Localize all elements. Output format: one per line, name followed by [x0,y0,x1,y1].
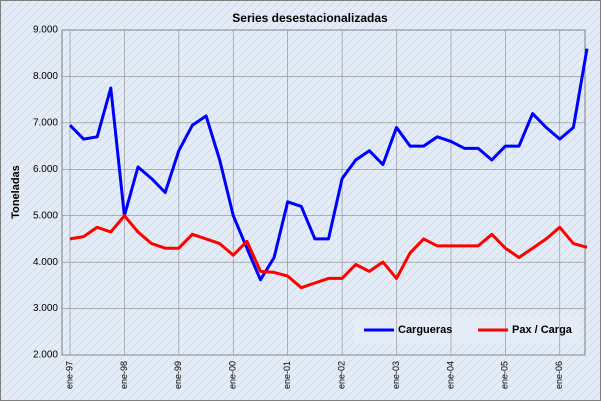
y-tick-label: 5.000 [33,210,58,221]
x-tick-label: ene-03 [391,361,401,389]
x-tick-label: ene-00 [228,361,238,389]
y-tick-label: 8.000 [33,71,58,82]
x-tick-label: ene-99 [173,361,183,389]
y-tick-label: 3.000 [33,303,58,314]
x-tick-label: ene-02 [336,361,346,389]
x-tick-label: ene-04 [445,361,455,389]
series-line [69,214,588,290]
x-tick-label: ene-05 [500,361,510,389]
legend-label: Pax / Carga [512,324,573,336]
y-tick-label: 2.000 [33,350,58,361]
x-tick-label: ene-01 [282,361,292,389]
y-tick-label: 4.000 [33,257,58,268]
series-line [68,48,589,282]
x-tick-label: ene-97 [64,361,74,389]
legend-label: Cargueras [398,324,452,336]
plot-area [61,29,586,356]
y-axis-label: Toneladas [10,165,22,219]
y-tick-label: 6.000 [33,164,58,175]
y-tick-label: 9.000 [33,25,58,36]
chart-title: Series desestacionalizadas [232,11,388,25]
x-tick-label: ene-06 [554,361,564,389]
y-tick-label: 7.000 [33,117,58,128]
x-tick-label: ene-98 [119,361,129,389]
